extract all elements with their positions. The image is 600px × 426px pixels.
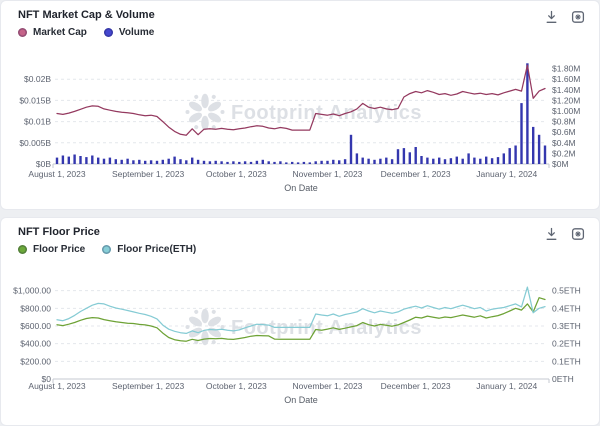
axis-label: $0.8M [552, 117, 576, 127]
x-tick-label: January 1, 2024 [476, 169, 537, 179]
axis-label: 0.2ETH [552, 339, 581, 349]
axis-label: $0.4M [552, 138, 576, 148]
axis-label: $1.20M [552, 95, 580, 105]
axis-label: $600.00 [20, 321, 51, 331]
x-axis-title: On Date [284, 183, 318, 193]
download-button[interactable] [545, 10, 558, 24]
chart-title: NFT Market Cap & Volume [18, 9, 155, 21]
axis-label: 0.3ETH [552, 321, 581, 331]
x-tick-label: November 1, 2023 [292, 381, 362, 391]
axis-label: $0 [42, 374, 52, 384]
legend-label-floor-price: Floor Price [33, 244, 86, 255]
axis-label: $1.80M [552, 64, 580, 74]
x-tick-label: September 1, 2023 [112, 381, 185, 391]
card-nft-floor-price: NFT Floor Price Floor Price Floor [0, 217, 600, 426]
legend-label-market-cap: Market Cap [33, 27, 87, 38]
footprint-watermark: Footprint Analytics [185, 93, 422, 131]
legend-item-floor-price[interactable]: Floor Price [18, 244, 85, 255]
legend-item-volume[interactable]: Volume [103, 27, 155, 38]
legend-item-floor-price-eth[interactable]: Floor Price(ETH) [102, 244, 196, 255]
legend-dot-market-cap [18, 28, 27, 37]
axis-label: $0M [552, 159, 569, 169]
axis-label: $0.6M [552, 127, 576, 137]
card-toolbar [545, 10, 585, 24]
footprint-watermark: Footprint Analytics [185, 308, 422, 346]
x-tick-label: August 1, 2023 [28, 381, 85, 391]
floor-price-chart[interactable]: $0 $200.00 $400.00 $600.00 $800.00 $1,000.00 0… [1, 263, 600, 425]
x-axis-title: On Date [284, 395, 318, 405]
x-tick-label: December 1, 2023 [381, 169, 451, 179]
watermark-toggle-icon [571, 228, 585, 240]
axis-label: $0.2M [552, 148, 576, 158]
axis-label: $400.00 [20, 339, 51, 349]
download-button[interactable] [545, 227, 558, 241]
legend-item-market-cap[interactable]: Market Cap [18, 27, 87, 38]
floor-price-line [56, 297, 546, 342]
market-cap-line [56, 64, 546, 136]
axis-label: $0.015B [19, 95, 51, 105]
x-tick-label: October 1, 2023 [206, 169, 267, 179]
legend-label-floor-price-eth: Floor Price(ETH) [117, 244, 197, 255]
axis-label: $1.60M [552, 74, 580, 84]
axis-label: 0.4ETH [552, 303, 581, 313]
legend: Market Cap Volume [18, 27, 154, 38]
download-icon [546, 10, 557, 23]
x-tick-label: January 1, 2024 [476, 381, 537, 391]
axis-label: $1.00M [552, 106, 580, 116]
x-tick-label: December 1, 2023 [381, 381, 451, 391]
x-tick-label: September 1, 2023 [112, 169, 185, 179]
axis-label: $0B [36, 159, 51, 169]
axis-label: 0ETH [552, 374, 574, 384]
legend: Floor Price Floor Price(ETH) [18, 244, 196, 255]
axis-label: $0.02B [24, 74, 51, 84]
watermark-toggle-button[interactable] [571, 227, 585, 241]
axis-label: 0.1ETH [552, 356, 581, 366]
floor-price-eth--line [56, 286, 546, 335]
legend-dot-volume [103, 28, 113, 37]
legend-dot-floor-price-eth [102, 245, 112, 254]
legend-label-volume: Volume [118, 27, 155, 38]
watermark-text: Footprint Analytics [231, 317, 422, 339]
watermark-toggle-button[interactable] [571, 10, 585, 24]
axis-label: $200.00 [20, 356, 51, 366]
download-icon [546, 227, 557, 240]
watermark-text: Footprint Analytics [231, 102, 422, 124]
market-cap-volume-chart[interactable]: $0B$0.005B$0.01B$0.015B$0.02B$0M$0.2M$0.… [1, 48, 600, 208]
axis-label: $1,000.00 [13, 286, 51, 296]
watermark-toggle-icon [571, 11, 585, 23]
card-toolbar [545, 227, 585, 241]
axis-label: 0.5ETH [552, 286, 581, 296]
chart-title: NFT Floor Price [18, 226, 100, 238]
axis-label: $1.40M [552, 85, 580, 95]
x-tick-label: October 1, 2023 [206, 381, 267, 391]
axis-label: $0.005B [19, 138, 51, 148]
volume-bars [55, 63, 547, 164]
axis-label: $0.01B [24, 117, 51, 127]
axis-label: $800.00 [20, 303, 51, 313]
legend-dot-floor-price [18, 245, 27, 254]
x-tick-label: November 1, 2023 [292, 169, 362, 179]
card-nft-market-cap-volume: NFT Market Cap & Volume Market Cap [0, 0, 600, 210]
x-tick-label: August 1, 2023 [28, 169, 85, 179]
